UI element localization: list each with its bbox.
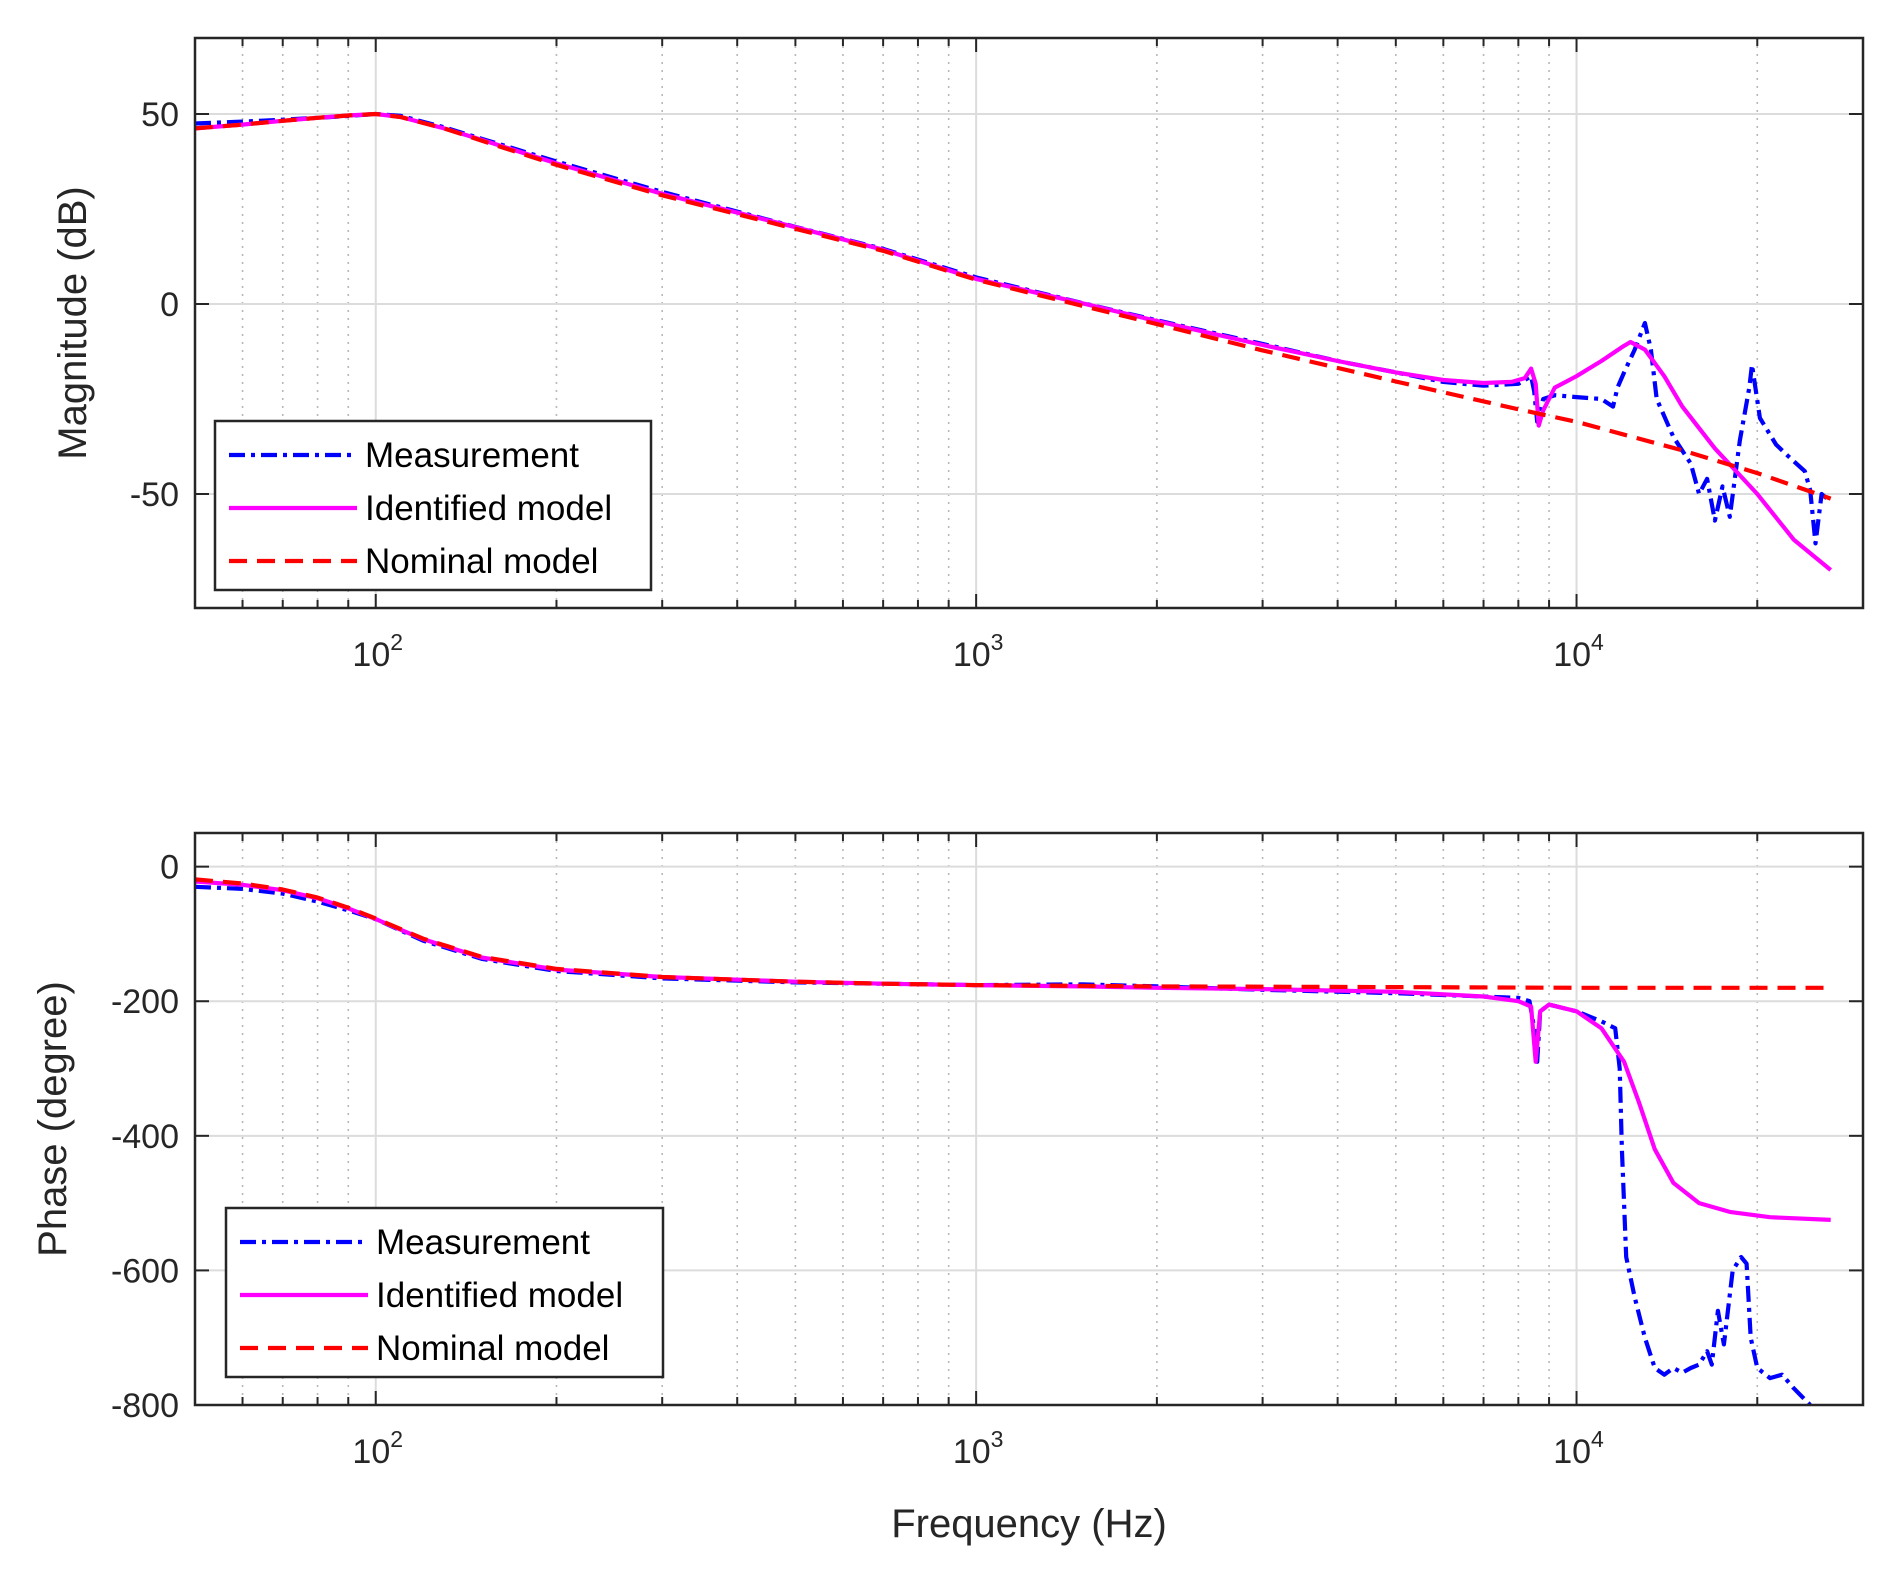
magnitude-x-tick-label: 104 (1553, 629, 1604, 674)
magnitude-legend-label: Nominal model (365, 542, 598, 581)
magnitude-legend-label: Measurement (365, 436, 579, 475)
phase-legend-label: Measurement (376, 1223, 590, 1262)
magnitude-y-tick-label: 50 (141, 96, 179, 134)
magnitude-legend-label: Identified model (365, 489, 612, 528)
magnitude-plot: 50 0 -50 102 103 104 Magnitude (dB) Measureme… (51, 36, 1865, 674)
phase-y-tick-label: -800 (111, 1387, 179, 1425)
magnitude-y-tick-label: -50 (130, 476, 179, 514)
phase-y-tick-label: -400 (111, 1118, 179, 1156)
magnitude-y-tick-label: 0 (160, 286, 179, 324)
magnitude-x-tick-label: 103 (953, 629, 1004, 674)
phase-plot: 0 -200 -400 -600 -800 102 103 104 Phase (degree… (31, 831, 1865, 1546)
phase-y-tick-label: 0 (160, 849, 179, 887)
phase-y-tick-label: -200 (111, 983, 179, 1021)
magnitude-plot-frame (193, 36, 1865, 610)
magnitude-legend: Measurement Identified model Nominal model (213, 419, 653, 592)
magnitude-ticks: 50 0 -50 102 103 104 (130, 38, 1863, 674)
magnitude-series-layer (195, 111, 1833, 572)
phase-legend-label: Nominal model (376, 1329, 609, 1368)
phase-plot-frame (193, 831, 1865, 1407)
phase-y-tick-label: -600 (111, 1252, 179, 1290)
phase-series-layer (195, 877, 1831, 1405)
phase-x-tick-label: 102 (352, 1426, 403, 1471)
phase-series-nominal-model (195, 877, 1831, 990)
magnitude-x-tick-label: 102 (352, 629, 403, 674)
magnitude-grid (195, 38, 1863, 608)
phase-legend: Measurement Identified model Nominal model (224, 1206, 665, 1379)
magnitude-series-identified-model (195, 111, 1833, 572)
magnitude-y-axis-label: Magnitude (dB) (51, 186, 95, 459)
phase-x-tick-label: 104 (1553, 1426, 1604, 1471)
phase-legend-label: Identified model (376, 1276, 623, 1315)
phase-x-tick-label: 103 (953, 1426, 1004, 1471)
frequency-x-axis-label: Frequency (Hz) (891, 1502, 1167, 1546)
magnitude-series-nominal-model (195, 111, 1832, 501)
phase-y-axis-label: Phase (degree) (31, 981, 75, 1257)
phase-ticks: 0 -200 -400 -600 -800 102 103 104 (111, 833, 1863, 1471)
